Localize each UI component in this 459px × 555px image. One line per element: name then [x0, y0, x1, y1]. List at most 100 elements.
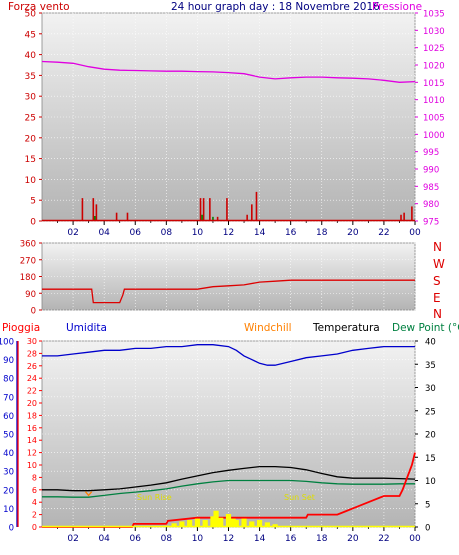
tick-label-direction: 360 [20, 240, 36, 250]
tick-label-wind: 50 [25, 10, 37, 20]
tick-label-temperature: 15 [425, 454, 436, 464]
tick-label-time-top: 06 [130, 228, 142, 238]
tick-label-temperature: 25 [425, 407, 436, 417]
tick-label-rain: 20 [27, 399, 37, 408]
tick-label-time-top: 14 [254, 228, 266, 238]
sunrise-label: Sun Rise [137, 493, 172, 502]
tick-label-humidity: 40 [3, 449, 14, 459]
tick-label-time-top: 00 [409, 228, 421, 238]
direction-letter-w: W [433, 257, 445, 271]
tick-label-humidity: 0 [9, 524, 14, 534]
tick-label-pressure: 1005 [423, 114, 445, 124]
tick-label-wind: 15 [25, 155, 36, 165]
sunshine-bar [225, 513, 232, 527]
dewpoint-legend: Dew Point (°C [392, 322, 459, 334]
pressure-line [41, 60, 416, 83]
tick-label-pressure: 975 [423, 218, 439, 228]
tick-label-humidity: 60 [3, 412, 14, 422]
chart-title: 24 hour graph day : 18 Novembre 2016 [171, 1, 380, 13]
wind-direction-line [42, 279, 415, 304]
tick-label-rain: 30 [27, 337, 37, 346]
tick-label-humidity: 30 [3, 468, 14, 478]
sunshine-bar [218, 517, 224, 527]
tick-label-rain: 10 [27, 461, 37, 470]
tick-label-rain: 14 [27, 436, 37, 445]
wind-axis-title: Forza vento [8, 1, 70, 13]
tick-label-time-bottom: 12 [223, 534, 234, 544]
tick-label-temperature: 5 [425, 500, 430, 510]
tick-label-pressure: 1010 [423, 96, 445, 106]
tick-label-rain: 18 [27, 411, 37, 420]
tick-label-time-top: 10 [192, 228, 204, 238]
tick-label-wind: 10 [25, 176, 37, 186]
tick-label-time-bottom: 04 [98, 534, 110, 544]
tick-label-time-top: 18 [316, 228, 328, 238]
sunset-label: Sun Set [284, 493, 315, 502]
tick-label-pressure: 995 [423, 148, 439, 158]
rain-line [42, 452, 416, 528]
tick-label-rain: 2 [32, 511, 37, 520]
tick-label-pressure: 1035 [423, 10, 445, 20]
tick-label-humidity: 100 [0, 338, 14, 348]
tick-label-direction: 0 [31, 307, 36, 317]
tick-label-time-top: 12 [223, 228, 234, 238]
tick-label-humidity: 70 [3, 393, 14, 403]
direction-letter-e: E [433, 291, 441, 305]
sunshine-bar [179, 521, 185, 527]
tick-label-humidity: 80 [3, 375, 14, 385]
tick-label-rain: 0 [32, 523, 37, 532]
tick-label-time-top: 16 [285, 228, 297, 238]
sunshine-bar [210, 516, 216, 527]
tick-label-rain: 24 [27, 374, 37, 383]
tick-label-pressure: 980 [423, 200, 439, 210]
tick-label-time-top: 20 [347, 228, 359, 238]
tick-label-temperature: 35 [425, 361, 436, 371]
sunshine-bar [187, 520, 193, 527]
tick-label-time-top: 22 [378, 228, 389, 238]
tick-label-rain: 16 [27, 424, 37, 433]
tick-label-pressure: 985 [423, 183, 439, 193]
tick-label-temperature: 30 [425, 384, 436, 394]
tick-label-temperature: 10 [425, 477, 436, 487]
tick-label-wind: 20 [25, 134, 37, 144]
tick-label-rain: 6 [32, 486, 37, 495]
tick-label-time-bottom: 10 [192, 534, 204, 544]
tick-label-pressure: 990 [423, 166, 439, 176]
tick-label-wind: 35 [25, 72, 36, 82]
tick-label-humidity: 20 [3, 486, 14, 496]
tick-label-time-bottom: 22 [378, 534, 389, 544]
tick-label-rain: 12 [27, 449, 37, 458]
tick-label-temperature: 40 [425, 338, 436, 348]
sunshine-bar [272, 524, 278, 527]
tick-label-temperature: 20 [425, 431, 436, 441]
sunshine-bar [194, 518, 201, 527]
axis-ticks: 0510152025303540455097598098599099510001… [0, 10, 445, 545]
humidity-axis-title: Umidita [66, 322, 107, 334]
tick-label-pressure: 1020 [423, 62, 445, 72]
tick-label-wind: 0 [30, 218, 36, 228]
temperature-line [42, 465, 416, 492]
sunshine-bar [241, 518, 247, 527]
windchill-line [85, 491, 93, 497]
direction-letter-n-bottom: N [433, 307, 442, 321]
tick-label-time-top: 08 [161, 228, 173, 238]
tick-label-time-bottom: 20 [347, 534, 359, 544]
tick-label-temperature: 0 [425, 524, 430, 534]
pressure-axis-title: Pressione [372, 1, 422, 13]
direction-letter-n-top: N [433, 240, 442, 254]
tick-label-time-bottom: 08 [161, 534, 173, 544]
tick-label-direction: 270 [20, 256, 36, 266]
tick-label-pressure: 1030 [423, 27, 445, 37]
tick-label-time-bottom: 02 [67, 534, 78, 544]
tick-label-wind: 25 [25, 114, 36, 124]
direction-letter-s: S [433, 274, 441, 288]
rain-axis-title: Pioggia [2, 322, 40, 334]
tick-label-time-top: 04 [98, 228, 110, 238]
tick-label-humidity: 50 [3, 431, 14, 441]
temperature-legend: Temperatura [312, 322, 380, 334]
tick-label-pressure: 1015 [423, 79, 445, 89]
tick-label-rain: 26 [27, 362, 37, 371]
data-series [41, 60, 416, 528]
sunshine-bar [264, 522, 270, 527]
